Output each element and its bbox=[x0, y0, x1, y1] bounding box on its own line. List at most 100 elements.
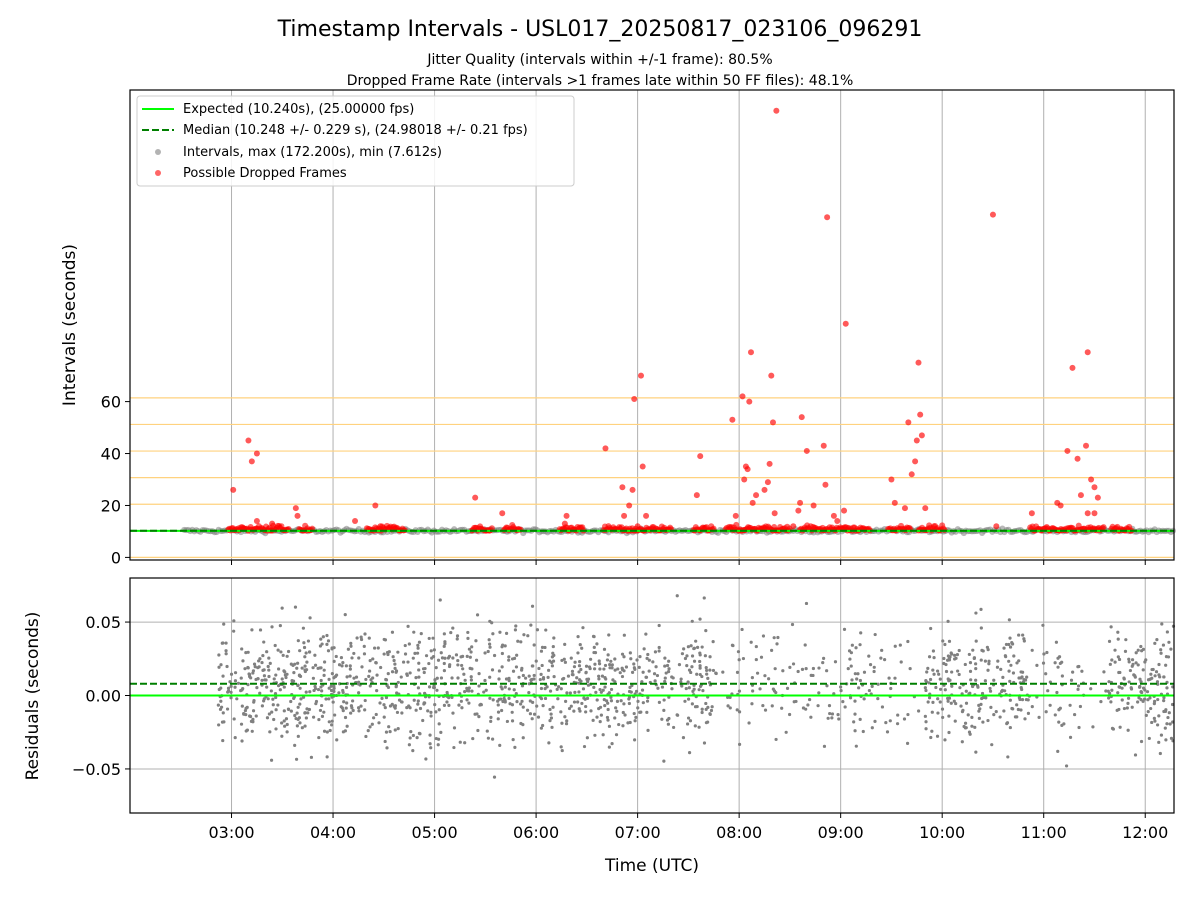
residual-point bbox=[949, 701, 953, 705]
residual-point bbox=[988, 686, 992, 691]
residual-point bbox=[443, 640, 447, 644]
residual-point bbox=[621, 710, 625, 715]
residual-point bbox=[577, 690, 581, 694]
dropped-frame-point bbox=[905, 419, 912, 426]
residual-point bbox=[548, 689, 553, 693]
residual-point bbox=[929, 626, 933, 631]
residual-point bbox=[1138, 684, 1142, 689]
residual-point bbox=[754, 644, 758, 649]
residual-point bbox=[960, 740, 964, 744]
residual-point bbox=[578, 660, 582, 664]
residual-point bbox=[384, 677, 388, 682]
residual-point bbox=[788, 665, 792, 669]
residual-point bbox=[295, 724, 299, 728]
residual-point bbox=[666, 722, 670, 726]
residual-point bbox=[1149, 672, 1153, 676]
residual-point bbox=[946, 699, 950, 703]
residual-point bbox=[924, 720, 928, 724]
residual-point bbox=[1159, 651, 1163, 655]
residual-point bbox=[519, 702, 523, 706]
residual-point bbox=[429, 710, 433, 714]
residual-point bbox=[266, 664, 270, 669]
residual-point bbox=[579, 679, 583, 683]
residual-point bbox=[873, 719, 877, 723]
residual-point bbox=[565, 691, 569, 695]
residual-point bbox=[1117, 670, 1121, 675]
residual-point bbox=[491, 737, 495, 741]
residual-point bbox=[507, 679, 511, 683]
residual-point bbox=[888, 719, 892, 723]
residual-point bbox=[252, 699, 256, 703]
residual-point bbox=[1007, 669, 1011, 673]
residual-point bbox=[700, 707, 704, 711]
residual-point bbox=[411, 656, 415, 660]
residual-point bbox=[1107, 639, 1112, 644]
residual-point bbox=[342, 700, 346, 704]
residual-point bbox=[1053, 713, 1057, 717]
residual-point bbox=[781, 669, 785, 673]
residual-point bbox=[349, 641, 353, 645]
residual-point bbox=[527, 690, 531, 695]
residual-point bbox=[1055, 690, 1059, 695]
residual-point bbox=[627, 697, 631, 701]
residual-point bbox=[692, 646, 697, 650]
residual-point bbox=[1060, 723, 1064, 727]
legend-median-label: Median (10.248 +/- 0.229 s), (24.98018 +… bbox=[183, 123, 528, 138]
residual-point bbox=[531, 700, 535, 704]
residual-point bbox=[296, 734, 300, 738]
residual-point bbox=[687, 751, 692, 755]
residual-point bbox=[635, 658, 639, 662]
residual-point bbox=[599, 690, 603, 694]
residual-point bbox=[219, 699, 223, 703]
residual-point bbox=[930, 729, 934, 733]
residual-point bbox=[961, 708, 965, 712]
residual-point bbox=[761, 634, 766, 638]
residual-point bbox=[704, 666, 708, 670]
chart-subtitle-dropped: Dropped Frame Rate (intervals >1 frames … bbox=[347, 73, 854, 89]
residual-point bbox=[850, 678, 854, 682]
residual-point bbox=[1164, 663, 1168, 667]
residual-point bbox=[981, 720, 985, 724]
residual-point bbox=[577, 707, 581, 711]
residual-point bbox=[1116, 691, 1120, 695]
residual-point bbox=[532, 643, 536, 647]
residual-point bbox=[293, 662, 297, 666]
residual-point bbox=[437, 722, 441, 726]
dropped-frame-point bbox=[602, 445, 609, 452]
residual-point bbox=[466, 630, 470, 635]
residual-point bbox=[935, 734, 940, 738]
residual-point bbox=[253, 665, 257, 669]
residual-point bbox=[683, 699, 687, 703]
residual-point bbox=[416, 699, 420, 703]
residual-point bbox=[868, 663, 873, 667]
residual-point bbox=[286, 649, 291, 654]
residual-point bbox=[267, 656, 271, 660]
residual-point bbox=[484, 688, 488, 692]
x-tick-label-9: 12:00 bbox=[1122, 823, 1168, 842]
residual-point bbox=[610, 663, 614, 667]
top-axes-frame bbox=[129, 89, 1175, 561]
residual-point bbox=[447, 664, 452, 669]
residual-point bbox=[535, 704, 539, 708]
residual-point bbox=[360, 665, 364, 669]
residual-point bbox=[311, 676, 315, 680]
residual-point bbox=[632, 711, 636, 716]
residual-point bbox=[944, 662, 948, 667]
residual-point bbox=[1076, 684, 1081, 688]
residual-point bbox=[350, 656, 354, 660]
dropped-frame-point bbox=[1057, 502, 1064, 509]
residual-point bbox=[488, 696, 492, 700]
dropped-frame-point bbox=[1077, 492, 1084, 499]
residual-point bbox=[1037, 715, 1041, 719]
dropped-frame-point bbox=[230, 486, 237, 493]
residual-point bbox=[1006, 755, 1010, 759]
residual-point bbox=[609, 659, 613, 663]
dropped-frame-point bbox=[619, 484, 626, 491]
residual-point bbox=[269, 758, 274, 762]
dropped-frame-point bbox=[917, 411, 924, 418]
residual-point bbox=[981, 649, 985, 653]
residual-point bbox=[979, 607, 983, 611]
residual-point bbox=[1160, 622, 1164, 626]
residual-point bbox=[491, 698, 495, 702]
residual-point bbox=[1073, 712, 1077, 717]
